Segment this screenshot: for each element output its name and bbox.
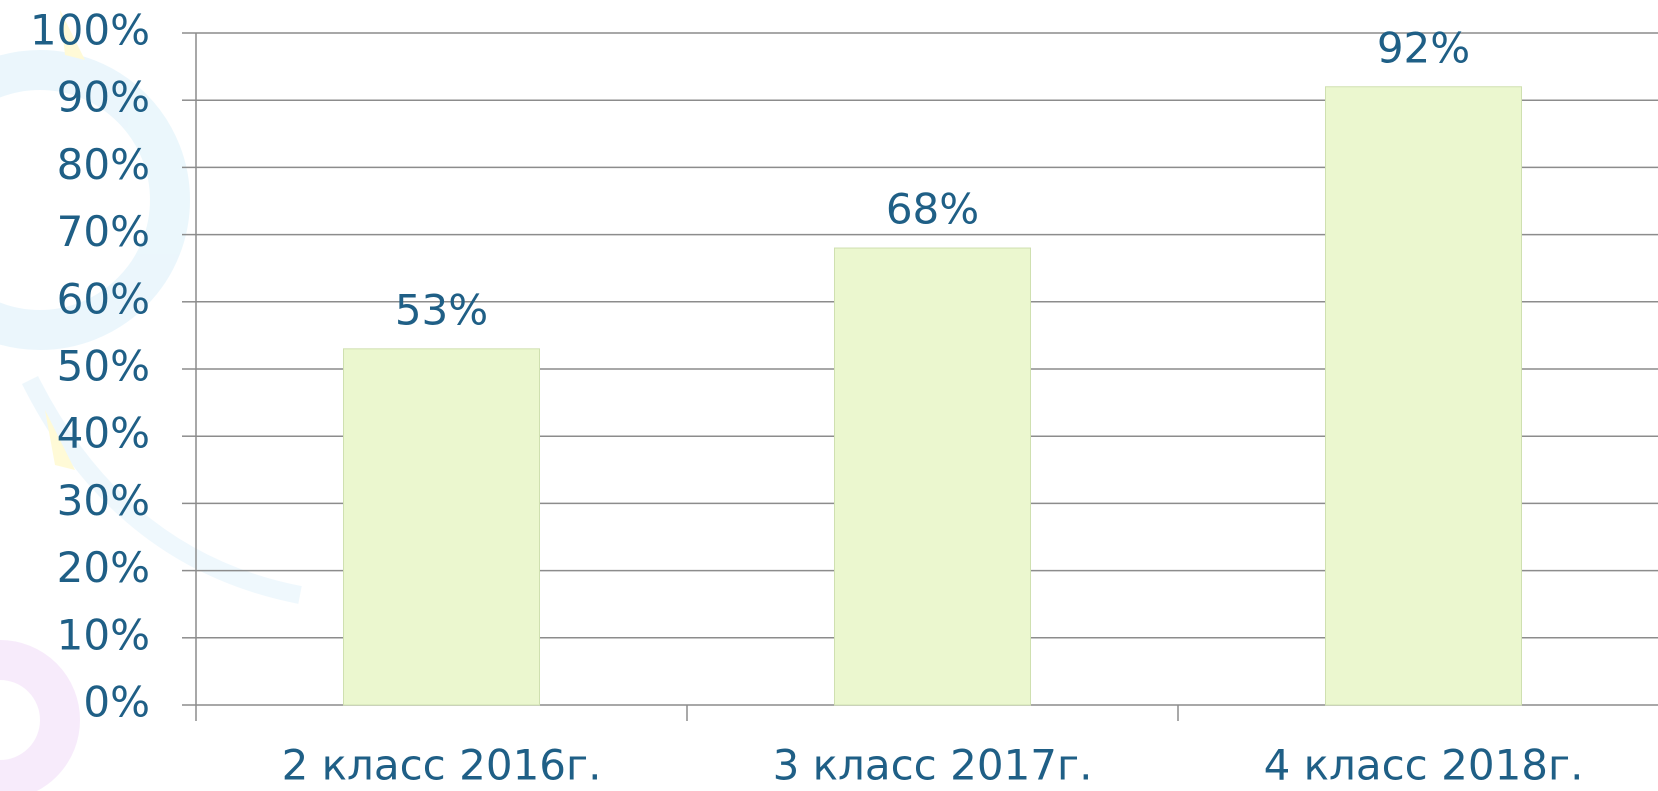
- bar: [834, 247, 1031, 706]
- y-tick-label: 40%: [57, 409, 150, 458]
- y-tick-label: 20%: [57, 543, 150, 592]
- bar: [343, 348, 540, 706]
- y-tick-label: 100%: [30, 6, 150, 55]
- bar: [1325, 86, 1522, 706]
- y-tick-label: 10%: [57, 610, 150, 659]
- y-tick-label: 50%: [57, 342, 150, 391]
- value-label: 92%: [1377, 23, 1470, 72]
- background-decoration: [0, 10, 302, 791]
- y-tick-label: 30%: [57, 476, 150, 525]
- y-tick-label: 70%: [57, 207, 150, 256]
- value-label: 53%: [395, 285, 488, 334]
- y-tick-label: 80%: [57, 140, 150, 189]
- value-label: 68%: [886, 185, 979, 234]
- x-tick-label: 3 класс 2017г.: [773, 741, 1093, 790]
- y-tick-label: 90%: [57, 73, 150, 122]
- y-tick-label: 0%: [83, 678, 150, 727]
- x-tick-label: 2 класс 2016г.: [282, 741, 602, 790]
- x-tick-label: 4 класс 2018г.: [1264, 741, 1584, 790]
- y-tick-label: 60%: [57, 274, 150, 323]
